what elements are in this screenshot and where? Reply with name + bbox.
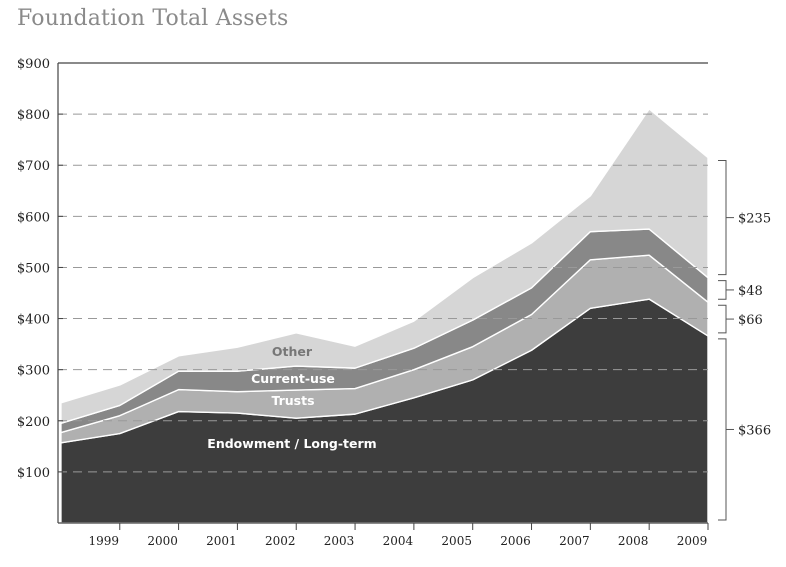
y-tick-label: $600 [17,210,50,225]
x-tick-label: 2003 [324,534,355,548]
annotation-bracket [718,280,727,300]
chart-title: Foundation Total Assets [17,6,289,31]
x-tick-label: 1999 [88,534,119,548]
y-tick-label: $400 [17,313,50,328]
annotation-label: $366 [738,423,771,438]
y-tick-label: $300 [17,364,50,379]
area-other [60,108,709,425]
series-label: Trusts [271,393,314,408]
y-tick-label: $500 [17,261,50,276]
x-tick-label: 2002 [265,534,296,548]
y-tick-label: $200 [17,415,50,430]
x-tick-label: 2001 [206,534,237,548]
series-label: Current-use [251,371,335,386]
x-tick-label: 2005 [441,534,472,548]
annotation-label: $66 [738,313,763,328]
x-tick-label: 2008 [618,534,649,548]
x-tick-label: 2000 [147,534,178,548]
y-tick-label: $800 [17,108,50,123]
x-tick-label: 2009 [677,534,708,548]
annotation-bracket [718,338,727,521]
annotation-bracket [718,160,727,276]
annotation-label: $48 [738,284,763,299]
y-tick-label: $900 [17,57,50,72]
x-tick-label: 2004 [383,534,414,548]
y-tick-label: $700 [17,159,50,174]
x-tick-label: 2007 [559,534,590,548]
series-label: Other [272,344,313,359]
y-tick-label: $100 [17,466,50,481]
x-tick-label: 2006 [500,534,531,548]
annotation-bracket [718,304,727,334]
annotation-label: $235 [738,212,771,227]
series-label: Endowment / Long-term [207,436,376,451]
